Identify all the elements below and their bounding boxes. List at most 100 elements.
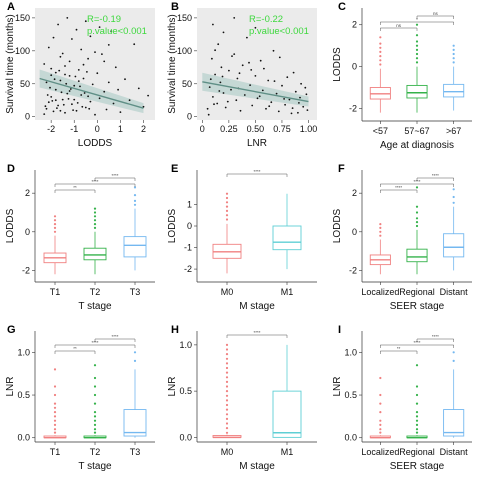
y-tick-label: 0.5 [179, 386, 192, 396]
data-point [103, 90, 106, 93]
outlier-point [225, 390, 229, 393]
data-point [267, 79, 270, 82]
data-point [238, 72, 241, 75]
outlier-point [133, 186, 137, 189]
outlier-point [53, 415, 57, 418]
significance-bracket [380, 183, 454, 187]
y-tick-label: 0.0 [179, 432, 192, 442]
box-distant [443, 188, 465, 271]
outlier-point [452, 57, 455, 60]
panel-letter: D [7, 163, 15, 175]
data-point [299, 96, 301, 99]
data-point [209, 78, 212, 81]
data-point [52, 110, 55, 113]
iqr-box [272, 390, 302, 438]
outlier-point [93, 223, 97, 226]
data-point [212, 96, 214, 98]
y-axis-label: Survival time (months) [5, 14, 16, 113]
data-point [214, 49, 217, 52]
outlier-point [452, 48, 455, 52]
data-point [54, 99, 57, 102]
data-point [226, 100, 229, 103]
data-point [107, 81, 110, 84]
data-point [306, 109, 309, 111]
x-tick-label: 57~67 [404, 126, 429, 136]
data-point [47, 46, 50, 49]
significance-bracket [54, 350, 96, 354]
significance-label: **** [111, 173, 118, 178]
outlier-point [415, 57, 419, 60]
outlier-point [415, 48, 419, 52]
data-point [51, 100, 54, 102]
outlier-point [225, 353, 229, 356]
data-point [207, 113, 210, 116]
outlier-point [415, 224, 419, 228]
data-point [57, 23, 59, 26]
y-axis-label: LNR [167, 376, 178, 396]
data-point [69, 88, 72, 90]
x-tick-label: M0 [221, 447, 234, 457]
outlier-point [452, 44, 455, 47]
iqr-box [83, 247, 107, 261]
x-tick-label: 2 [141, 124, 146, 134]
data-point [81, 105, 84, 108]
data-point [89, 100, 92, 103]
panel-letter: F [338, 163, 345, 175]
data-point [286, 76, 289, 79]
data-point [82, 63, 85, 66]
significance-label: ns [433, 11, 439, 16]
data-point [297, 111, 299, 114]
x-tick-label: M1 [281, 447, 294, 457]
data-point [53, 78, 56, 81]
x-tick-label: T3 [130, 447, 141, 457]
outlier-point [415, 217, 419, 220]
significance-bracket [380, 350, 418, 354]
y-axis-label: Survival time (months) [167, 14, 178, 113]
significance-bracket [226, 173, 288, 177]
data-point [288, 98, 291, 101]
data-point [94, 113, 96, 116]
outlier-point [379, 42, 382, 45]
data-point [75, 28, 78, 31]
data-point [101, 53, 103, 55]
y-tick-label: 0 [352, 62, 357, 72]
outlier-point [379, 50, 382, 54]
outlier-point [93, 226, 97, 229]
panel-letter: B [171, 1, 179, 13]
data-point [305, 93, 308, 96]
y-tick-label: -2 [349, 103, 357, 113]
data-point [112, 102, 115, 105]
outlier-point [53, 215, 57, 218]
outlier-point [225, 380, 229, 383]
box-localized [369, 376, 391, 439]
regression-line [39, 77, 144, 109]
y-axis-label: LNR [332, 376, 343, 396]
data-point [91, 83, 94, 86]
outlier-point [133, 194, 137, 197]
significance-bracket [226, 334, 288, 338]
outlier-point [415, 393, 419, 397]
x-tick-label: -2 [47, 124, 55, 134]
box-t2 [83, 207, 107, 275]
outlier-point [225, 205, 229, 208]
data-point [66, 92, 69, 95]
data-point [273, 80, 276, 82]
confidence-band [202, 72, 309, 107]
box-distant [443, 351, 465, 438]
x-tick-label: Regional [399, 447, 435, 457]
data-point [74, 75, 77, 78]
outlier-point [415, 61, 419, 64]
y-tick-label: 150 [177, 13, 192, 23]
outlier-point [53, 393, 57, 397]
outlier-point [379, 223, 382, 226]
data-point [220, 66, 223, 69]
x-tick-label: 0 [95, 124, 100, 134]
significance-label: **** [413, 340, 420, 345]
outlier-point [225, 218, 229, 221]
data-point [54, 71, 57, 74]
significance-bracket [380, 344, 454, 348]
data-point [256, 97, 259, 100]
outlier-point [415, 428, 419, 431]
y-tick-label: 2 [352, 20, 357, 30]
outlier-point [379, 55, 382, 58]
